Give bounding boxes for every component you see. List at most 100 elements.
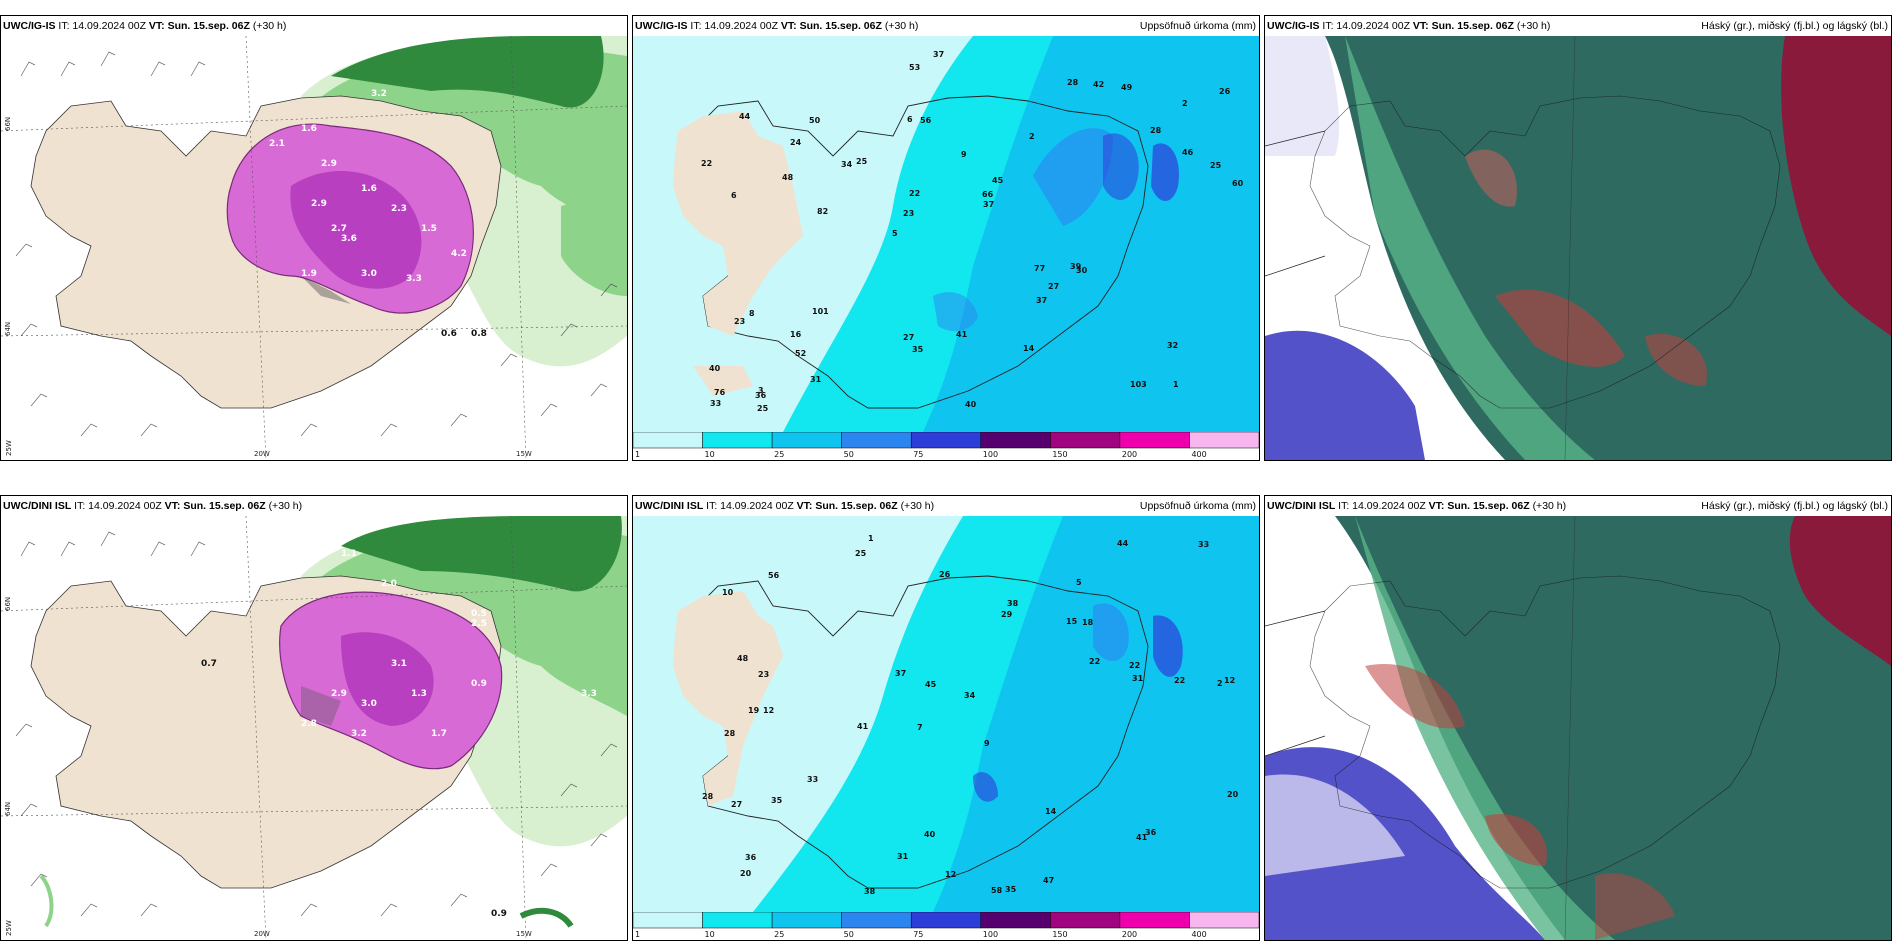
colorbar-tick-label: 75	[913, 450, 923, 458]
wind-speed-labels: 1.1 2.0 2.9 3.0 1.3 2.8 3.2 0.9 1.7 2.5 3.1 0.5 0.7 3…	[201, 549, 597, 919]
init-time: IT: 14.09.2024 00Z	[690, 20, 778, 32]
precip-amount-label: 20	[1227, 790, 1239, 799]
precip-amount-label: 47	[1043, 876, 1054, 885]
colorbar-swatch	[980, 911, 1051, 929]
precip-amount-label: 58	[991, 886, 1003, 895]
precip-amount-label: 101	[812, 307, 829, 316]
valid-time: Sun. 15.sep. 06Z	[183, 500, 266, 512]
wind-speed-label: 2.9	[321, 159, 337, 169]
precip-amount-label: 29	[1001, 610, 1013, 619]
wind-speed-label: 2.9	[331, 689, 347, 699]
precip-amount-label: 31	[897, 852, 909, 861]
init-time: IT: 14.09.2024 00Z	[706, 500, 794, 512]
precip-amount-label: 37	[1036, 296, 1047, 305]
precip-amount-label: 37	[933, 50, 944, 59]
colorbar-tick-label: 10	[705, 450, 715, 458]
panel-header: UWC/DINI ISL IT: 14.09.2024 00Z VT: Sun.…	[633, 496, 1259, 516]
lat-label-66n: 66N	[4, 597, 12, 611]
colorbar-swatch	[1119, 431, 1190, 449]
lon-label-25w: 25W	[5, 440, 13, 456]
precip-map[interactable]: 1 5 2 7 9 12 10 15 28 29 34 20 25 41 58 35 40 44 22 33 23 19 1…	[633, 516, 1259, 912]
precip-amount-label: 28	[1067, 78, 1079, 87]
valid-time: Sun. 15.sep. 06Z	[799, 20, 882, 32]
precip-amount-label: 2	[1217, 679, 1223, 688]
init-time: IT: 14.09.2024 00Z	[1338, 500, 1426, 512]
precip-amount-label: 6	[731, 191, 737, 200]
lon-label-25w: 25W	[5, 920, 13, 936]
colorbar-swatch	[980, 431, 1051, 449]
precip-amount-label: 22	[909, 189, 920, 198]
precip-amount-label: 53	[909, 63, 920, 72]
wind-speed-label: 3.0	[361, 699, 377, 709]
model-name: UWC/DINI ISL	[3, 500, 72, 512]
precip-amount-label: 82	[817, 207, 828, 216]
precip-amount-label: 27	[731, 800, 742, 809]
precip-amount-label: 23	[734, 317, 745, 326]
precip-amount-label: 34	[841, 160, 853, 169]
lead-time: (+30 h)	[900, 500, 935, 512]
wind-speed-label: 2.8	[301, 719, 317, 729]
precip-amount-label: 22	[1089, 657, 1100, 666]
precip-map[interactable]: 1 6 2 5 2 3 6 9 8 25 40 52 56 45 30 44 53 60 77 46 23 27 22 50 2…	[633, 36, 1259, 432]
wind-speed-label: 4.2	[451, 249, 467, 259]
precip-amount-label: 42	[1093, 80, 1104, 89]
colorbar-swatch	[1189, 911, 1259, 929]
panel-precip-bottom: UWC/DINI ISL IT: 14.09.2024 00Z VT: Sun.…	[632, 495, 1260, 941]
panel-cloud-top: UWC/IG-IS IT: 14.09.2024 00Z VT: Sun. 15…	[1264, 15, 1892, 461]
precip-amount-label: 2	[1029, 132, 1035, 141]
lead-time: (+30 h)	[884, 20, 919, 32]
precip-amount-label: 39	[1070, 262, 1082, 271]
wind-speed-label: 0.9	[491, 909, 507, 919]
precip-amount-label: 30	[1076, 266, 1088, 275]
wind-speed-label: 0.5	[471, 609, 487, 619]
precip-amount-label: 38	[1007, 599, 1019, 608]
precip-amount-label: 1	[868, 534, 874, 543]
valid-time-label: VT:	[796, 500, 813, 512]
wind-map[interactable]: 20W 15W 25W 66N 64N 1.1 2.0 2.9 3.0 1.3 2.8 3.…	[1, 516, 627, 940]
panel-header: UWC/IG-IS IT: 14.09.2024 00Z VT: Sun. 15…	[1265, 16, 1891, 36]
colorbar-swatch	[771, 431, 842, 449]
precip-amount-label: 3	[758, 386, 764, 395]
precip-amount-label: 36	[745, 853, 757, 862]
lat-label-64n: 64N	[4, 322, 12, 336]
precip-amount-label: 28	[1150, 126, 1162, 135]
precip-amount-label: 33	[807, 775, 818, 784]
lon-label-15w: 15W	[516, 450, 532, 458]
cloud-map[interactable]	[1265, 36, 1891, 460]
precip-amount-label: 12	[763, 706, 774, 715]
wind-speed-label: 1.1	[341, 549, 357, 559]
precip-amount-label: 41	[1136, 833, 1148, 842]
precip-amount-label: 31	[1132, 674, 1144, 683]
lat-label-66n: 66N	[4, 117, 12, 131]
precip-amount-label: 76	[714, 388, 726, 397]
precip-amount-label: 35	[771, 796, 783, 805]
precip-amount-label: 25	[757, 404, 769, 413]
precip-amount-label: 35	[1005, 885, 1017, 894]
cloud-map[interactable]	[1265, 516, 1891, 940]
colorbar-tick-label: 1	[635, 450, 640, 458]
colorbar-tick-label: 50	[844, 450, 854, 458]
wind-speed-label: 1.5	[421, 224, 437, 234]
precip-amount-label: 22	[701, 159, 712, 168]
colorbar-swatch	[841, 911, 912, 929]
colorbar-tick-label: 400	[1191, 930, 1206, 938]
precip-amount-label: 23	[903, 209, 914, 218]
precip-amount-label: 14	[1023, 344, 1035, 353]
precip-amount-label: 52	[795, 349, 806, 358]
precip-amount-label: 31	[810, 375, 822, 384]
precip-amount-label: 32	[1167, 341, 1178, 350]
lat-label-64n: 64N	[4, 802, 12, 816]
model-name: UWC/DINI ISL	[635, 500, 704, 512]
precip-amount-label: 27	[1048, 282, 1059, 291]
lon-label-20w: 20W	[254, 450, 270, 458]
wind-speed-label: 1.9	[301, 269, 317, 279]
wind-speed-labels: 2.1 1.6 3.2 2.9 1.6 2.3 3.6 1.5 3.0 4.2 2.9 1.9 3.3 2…	[269, 89, 487, 339]
valid-time-label: VT:	[1428, 500, 1445, 512]
colorbar-swatch	[910, 911, 982, 929]
wind-map[interactable]: 20W 15W 25W 66N 64N 2.1 1.6 3.2 2.9 1.6 2.3 3.…	[1, 36, 627, 460]
colorbar-tick-label: 100	[983, 930, 998, 938]
wind-speed-label: 1.7	[431, 729, 447, 739]
precip-amount-label: 25	[856, 157, 868, 166]
lon-label-15w: 15W	[516, 930, 532, 938]
precip-amount-label: 26	[1219, 87, 1231, 96]
